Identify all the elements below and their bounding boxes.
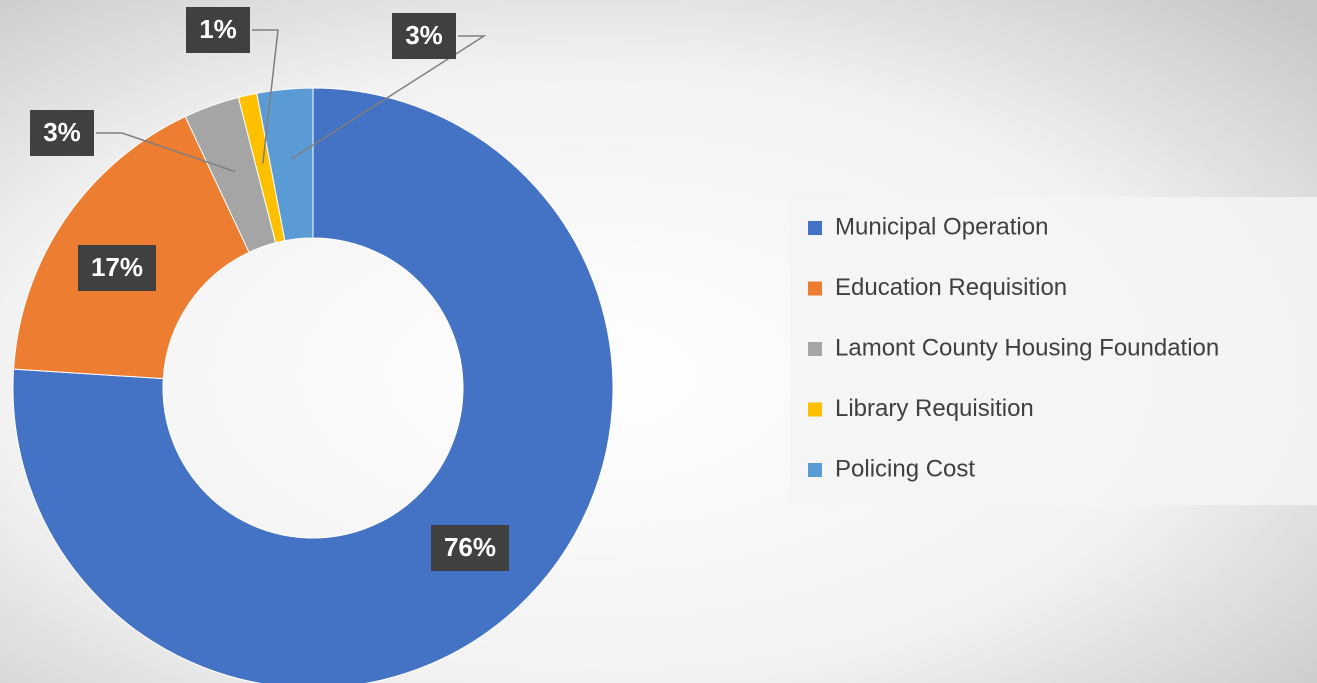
legend-label: Education Requisition bbox=[835, 274, 1067, 301]
label-box bbox=[431, 525, 509, 571]
legend-label: Municipal Operation bbox=[835, 213, 1048, 240]
legend-box bbox=[790, 197, 1317, 505]
label-box bbox=[392, 13, 456, 59]
legend-swatch bbox=[808, 402, 822, 417]
label-box bbox=[186, 7, 250, 53]
data-label: 3% bbox=[43, 117, 81, 147]
legend-swatch bbox=[808, 221, 822, 235]
legend-label: Library Requisition bbox=[835, 395, 1034, 422]
data-label: 76% bbox=[444, 532, 496, 562]
leader-line bbox=[290, 35, 487, 160]
data-label: 3% bbox=[405, 20, 443, 50]
label-box bbox=[30, 110, 94, 156]
leader-line bbox=[252, 29, 279, 164]
label-box bbox=[78, 245, 156, 291]
data-label: 17% bbox=[91, 252, 143, 282]
legend-label: Lamont County Housing Foundation bbox=[835, 334, 1219, 361]
legend-swatch bbox=[808, 342, 822, 356]
donut-slice bbox=[256, 87, 314, 242]
legend-label: Policing Cost bbox=[835, 455, 975, 482]
leader-line bbox=[96, 132, 236, 173]
legend-swatch bbox=[808, 463, 822, 477]
legend-swatch bbox=[808, 281, 822, 296]
data-label: 1% bbox=[199, 14, 237, 44]
